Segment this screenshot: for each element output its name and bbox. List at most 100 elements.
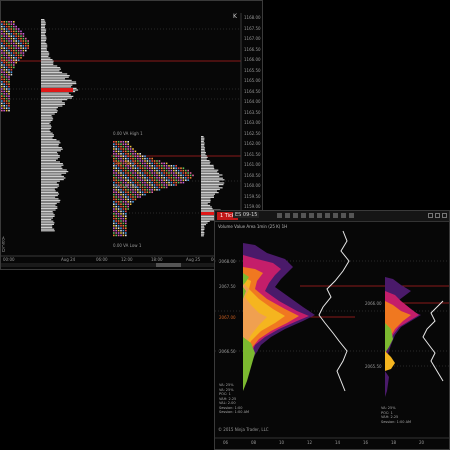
tpo-letter [175,181,177,184]
tpo-letter [117,169,120,172]
horizontal-scrollbar[interactable] [1,263,241,267]
histogram-bar [41,123,50,125]
histogram-bar [41,39,47,41]
tpo-letter [125,145,127,148]
legend-d: D [2,248,6,253]
histogram-bar [41,183,59,185]
tpo-letter [153,186,156,189]
tpo-letter [13,21,15,23]
tpo-letter [129,145,132,148]
tpo-letter [122,162,125,165]
tpo-letter [1,61,3,64]
price-tick-label: 1162.50 [244,130,261,136]
price-tick-label: 1163.00 [244,120,261,125]
share-icon[interactable] [349,213,354,218]
tpo-letter [177,167,180,169]
tpo-letter [113,205,115,208]
tpo-letter [10,45,13,47]
histogram-bar [41,54,50,56]
minimize-icon[interactable] [428,213,433,218]
maximize-icon[interactable] [435,213,440,218]
tpo-letter [127,169,129,172]
strategy-icon[interactable] [333,213,338,218]
tpo-letter [122,217,125,220]
histogram-bar [41,111,58,113]
tpo-letter [120,191,122,193]
tpo-letter [129,196,132,198]
series-selector[interactable]: ES 09-15 [233,212,260,218]
pointer-icon[interactable] [293,213,298,218]
tpo-letter [120,169,122,172]
histogram-bar [201,188,220,190]
tpo-letter [163,167,165,169]
properties-icon[interactable] [341,213,346,218]
tpo-letter [149,189,151,191]
tpo-letter [117,174,120,177]
tpo-letter [10,49,13,52]
tpo-letter [113,189,115,191]
histogram-bar [201,180,220,182]
histogram-bar [201,144,205,146]
histogram-bar [41,182,57,184]
tpo-letter [22,37,25,40]
text-icon[interactable] [317,213,322,218]
tpo-letter [115,217,117,220]
histogram-bar [41,73,68,75]
histogram-bar [41,219,52,221]
bar-type-icon[interactable] [277,213,282,218]
tpo-letter [180,177,182,179]
tpo-letter [151,184,153,186]
tpo-letter [125,184,127,186]
tpo-letter [132,150,134,153]
instrument-selector[interactable]: 1 Tick [217,212,238,220]
tpo-letter [1,59,3,61]
histogram-bar [201,222,208,224]
histogram-bar [41,180,60,182]
line-icon[interactable] [309,213,314,218]
indicator-icon[interactable] [325,213,330,218]
tpo-letter [22,52,25,54]
tpo-letter [158,177,161,179]
histogram-bar [201,190,218,192]
tpo-letter [141,184,144,186]
scroll-thumb[interactable] [156,263,181,267]
histogram-bar [201,219,217,221]
histogram-bar [41,38,47,40]
tpo-letter [120,174,122,177]
histogram-bar [201,211,225,213]
tpo-letter [5,21,8,23]
tpo-letter [141,181,144,184]
tpo-letter [182,174,185,177]
tpo-letter [117,160,120,162]
tpo-letter [113,186,115,189]
tpo-letter [180,172,182,174]
tpo-letter [120,234,122,237]
tpo-letter [120,157,122,160]
tpo-letter [141,186,144,189]
tpo-letter [8,33,10,35]
close-icon[interactable] [442,213,447,218]
chart-menu-k[interactable]: K [233,13,237,20]
x-tick-label: 06 [223,440,229,445]
tpo-letter [161,186,163,189]
volume-chart-area [215,230,449,439]
tpo-letter [122,143,125,145]
histogram-bar [41,150,61,152]
tpo-letter [146,160,149,162]
tpo-letter [120,215,122,217]
zoom-icon[interactable] [285,213,290,218]
histogram-bar [201,147,206,149]
tpo-letter [5,95,8,97]
histogram-bar [41,156,60,158]
tpo-letter [129,160,132,162]
tpo-letter [1,66,3,69]
tpo-letter [165,167,168,169]
tpo-letter [173,174,175,177]
tpo-letter [137,169,139,172]
histogram-bar [41,191,59,193]
tpo-letter [144,157,146,160]
histogram-bar [41,105,63,107]
tpo-letter [1,49,3,52]
tpo-letter [134,162,137,165]
draw-icon[interactable] [301,213,306,218]
